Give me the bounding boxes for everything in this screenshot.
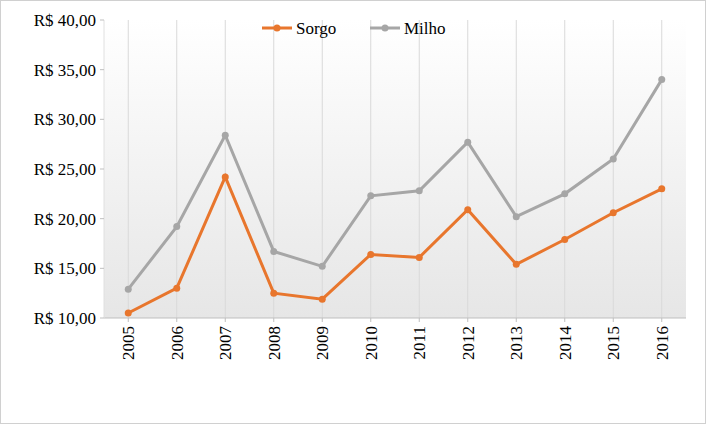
marker bbox=[125, 286, 132, 293]
marker bbox=[125, 310, 132, 317]
marker bbox=[610, 209, 617, 216]
marker bbox=[464, 206, 471, 213]
marker bbox=[319, 296, 326, 303]
chart-frame bbox=[1, 1, 706, 424]
y-tick bbox=[100, 119, 104, 120]
legend-label: Milho bbox=[404, 19, 446, 38]
x-tick bbox=[467, 318, 468, 322]
y-tick bbox=[100, 69, 104, 70]
y-tick-label: R$ 30,00 bbox=[34, 110, 96, 129]
y-tick-label: R$ 15,00 bbox=[34, 259, 96, 278]
legend-entry: Milho bbox=[370, 19, 446, 38]
marker bbox=[658, 76, 665, 83]
marker bbox=[367, 192, 374, 199]
marker bbox=[270, 290, 277, 297]
y-tick bbox=[100, 218, 104, 219]
grid-line bbox=[370, 20, 371, 318]
grid-line bbox=[128, 20, 129, 318]
x-tick bbox=[661, 318, 662, 322]
series-line bbox=[128, 177, 662, 313]
x-tick-label: 2009 bbox=[313, 326, 332, 360]
y-tick bbox=[100, 268, 104, 269]
y-tick-label: R$ 35,00 bbox=[34, 61, 96, 80]
marker bbox=[222, 132, 229, 139]
x-tick bbox=[273, 318, 274, 322]
marker bbox=[270, 248, 277, 255]
plot-background bbox=[104, 20, 686, 318]
grid-line bbox=[419, 20, 420, 318]
marker bbox=[658, 185, 665, 192]
grid-line bbox=[176, 20, 177, 318]
marker bbox=[416, 187, 423, 194]
y-tick-label: R$ 10,00 bbox=[34, 309, 96, 328]
y-tick bbox=[100, 20, 104, 21]
x-axis-line bbox=[104, 318, 686, 319]
x-tick bbox=[564, 318, 565, 322]
marker bbox=[513, 261, 520, 268]
x-tick-label: 2005 bbox=[119, 326, 138, 360]
grid-line bbox=[564, 20, 565, 318]
x-tick-label: 2008 bbox=[265, 326, 284, 360]
marker bbox=[222, 173, 229, 180]
series-group bbox=[125, 76, 666, 316]
x-tick-label: 2012 bbox=[459, 326, 478, 360]
legend-marker bbox=[382, 25, 389, 32]
y-tick-label: R$ 20,00 bbox=[34, 210, 96, 229]
marker bbox=[367, 251, 374, 258]
y-tick bbox=[100, 318, 104, 319]
marker bbox=[464, 139, 471, 146]
x-tick-label: 2007 bbox=[216, 326, 235, 361]
marker bbox=[561, 190, 568, 197]
marker bbox=[561, 236, 568, 243]
x-tick bbox=[225, 318, 226, 322]
legend-label: Sorgo bbox=[296, 19, 336, 38]
legend-marker bbox=[274, 25, 281, 32]
marker bbox=[416, 254, 423, 261]
grid-line bbox=[661, 20, 662, 318]
series-line bbox=[128, 80, 662, 290]
grid-line bbox=[467, 20, 468, 318]
x-tick-label: 2015 bbox=[604, 326, 623, 360]
y-tick bbox=[100, 169, 104, 170]
x-tick bbox=[419, 318, 420, 322]
x-tick-label: 2010 bbox=[362, 326, 381, 360]
x-tick-label: 2011 bbox=[410, 326, 429, 359]
x-tick bbox=[613, 318, 614, 322]
marker bbox=[610, 156, 617, 163]
x-tick-label: 2013 bbox=[507, 326, 526, 360]
x-tick-label: 2016 bbox=[653, 326, 672, 360]
x-tick bbox=[516, 318, 517, 322]
y-tick-label: R$ 25,00 bbox=[34, 160, 96, 179]
chart: R$ 10,00 R$ 15,00 R$ 20,00 R$ 25,00 R$ 30,00… bbox=[0, 0, 706, 424]
x-tick-label: 2006 bbox=[168, 326, 187, 360]
marker bbox=[173, 285, 180, 292]
x-tick bbox=[128, 318, 129, 322]
grid-line bbox=[225, 20, 226, 318]
x-tick-label: 2014 bbox=[556, 326, 575, 361]
grid-line bbox=[516, 20, 517, 318]
grid-line bbox=[613, 20, 614, 318]
marker bbox=[513, 213, 520, 220]
grid-line bbox=[322, 20, 323, 318]
grid-line bbox=[273, 20, 274, 318]
legend-entry: Sorgo bbox=[262, 19, 336, 38]
marker bbox=[173, 223, 180, 230]
marker bbox=[319, 263, 326, 270]
y-tick-label: R$ 40,00 bbox=[34, 11, 96, 30]
x-tick bbox=[370, 318, 371, 322]
x-tick bbox=[322, 318, 323, 322]
x-tick bbox=[176, 318, 177, 322]
